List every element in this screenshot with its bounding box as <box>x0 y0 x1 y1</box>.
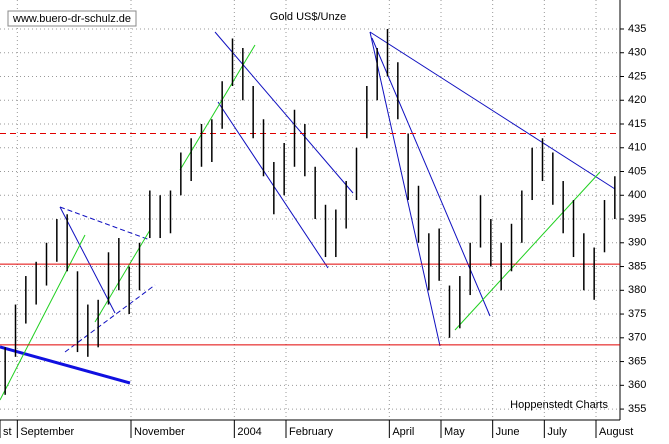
x-tick-label: 2004 <box>237 426 261 438</box>
y-tick-label: 360 <box>628 379 646 391</box>
y-tick-label: 380 <box>628 284 646 296</box>
x-tick-label: st <box>3 426 12 438</box>
x-tick-label: August <box>599 426 633 438</box>
x-tick-label: June <box>496 426 520 438</box>
trend-line <box>214 31 354 194</box>
y-tick-label: 435 <box>628 23 646 35</box>
trend-line <box>59 206 116 314</box>
y-tick-label: 430 <box>628 47 646 59</box>
y-tick-label: 405 <box>628 165 646 177</box>
trend-line <box>0 234 86 401</box>
y-tick-label: 370 <box>628 332 646 344</box>
y-tick-label: 410 <box>628 142 646 154</box>
chart-title: Gold US$/Unze <box>270 11 346 23</box>
y-tick-label: 400 <box>628 189 646 201</box>
y-tick-label: 415 <box>628 118 646 130</box>
x-tick-label: September <box>20 426 74 438</box>
x-tick-label: February <box>289 426 334 438</box>
y-tick-label: 355 <box>628 403 646 415</box>
x-tick-label: May <box>444 426 465 438</box>
trend-line <box>94 229 151 323</box>
grid <box>0 0 620 420</box>
source-box <box>7 10 137 27</box>
y-tick-label: 420 <box>628 94 646 106</box>
trend-line <box>454 171 601 331</box>
plot-area <box>0 0 620 420</box>
trend-line <box>369 31 616 190</box>
y-tick-label: 385 <box>628 260 646 272</box>
y-tick-label: 390 <box>628 237 646 249</box>
trend-line <box>369 31 441 347</box>
y-tick-label: 395 <box>628 213 646 225</box>
x-tick-label: November <box>134 426 185 438</box>
source-url: www.buero-dr-schulz.de <box>12 13 131 25</box>
trend-line <box>217 101 329 269</box>
x-tick-label: July <box>547 426 567 438</box>
y-tick-label: 365 <box>628 355 646 367</box>
credit: Hoppenstedt Charts <box>510 399 608 411</box>
y-tick-label: 425 <box>628 70 646 82</box>
y-tick-label: 375 <box>628 308 646 320</box>
x-tick-label: April <box>392 426 414 438</box>
trend-line <box>64 284 156 353</box>
trend-line <box>0 345 131 385</box>
trend-lines <box>0 31 616 401</box>
